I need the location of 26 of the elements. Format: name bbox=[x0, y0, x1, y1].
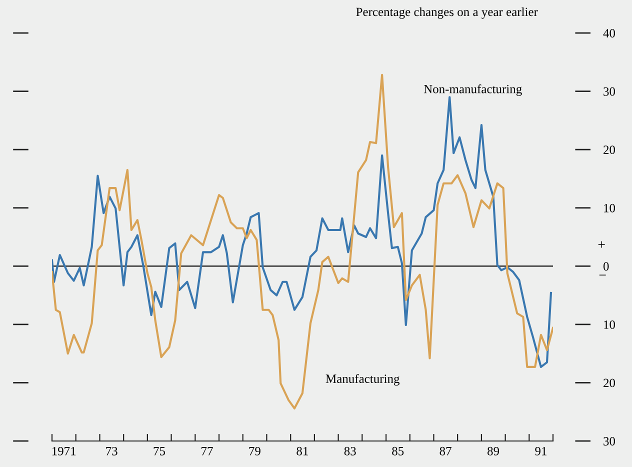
y-tick-label: 10 bbox=[604, 204, 616, 212]
y-tick-label: 0 bbox=[603, 262, 609, 271]
line-series bbox=[52, 96, 552, 368]
x-tick-label: 83 bbox=[344, 446, 356, 456]
x-tick-label: 79 bbox=[249, 446, 260, 456]
text: − bbox=[599, 274, 606, 276]
x-tick-label: 89 bbox=[488, 446, 500, 456]
text: + bbox=[598, 241, 605, 248]
y-axis-title: Percentage changes on a year earlier bbox=[356, 7, 538, 19]
x-tick-label: 81 bbox=[296, 446, 308, 456]
x-tick-label: 87 bbox=[440, 446, 452, 456]
y-tick-label: 30 bbox=[604, 437, 616, 446]
series-label: Manufacturing bbox=[326, 374, 400, 386]
series-label: Non-manufacturing bbox=[424, 84, 522, 96]
y-tick-label: 40 bbox=[603, 29, 616, 38]
y-tick-label: 10 bbox=[604, 320, 616, 329]
x-tick-label: 91 bbox=[535, 446, 546, 456]
y-tick-label: 20 bbox=[604, 146, 616, 154]
x-tick-label: 77 bbox=[202, 447, 213, 456]
x-tick-label: 1971 bbox=[52, 446, 76, 456]
x-tick-label: 75 bbox=[154, 447, 166, 456]
x-tick-label: 85 bbox=[392, 446, 404, 456]
y-tick-label: 30 bbox=[604, 87, 616, 96]
y-tick-label: 20 bbox=[604, 378, 616, 388]
line-series bbox=[52, 74, 553, 410]
x-tick-label: 73 bbox=[106, 446, 118, 456]
